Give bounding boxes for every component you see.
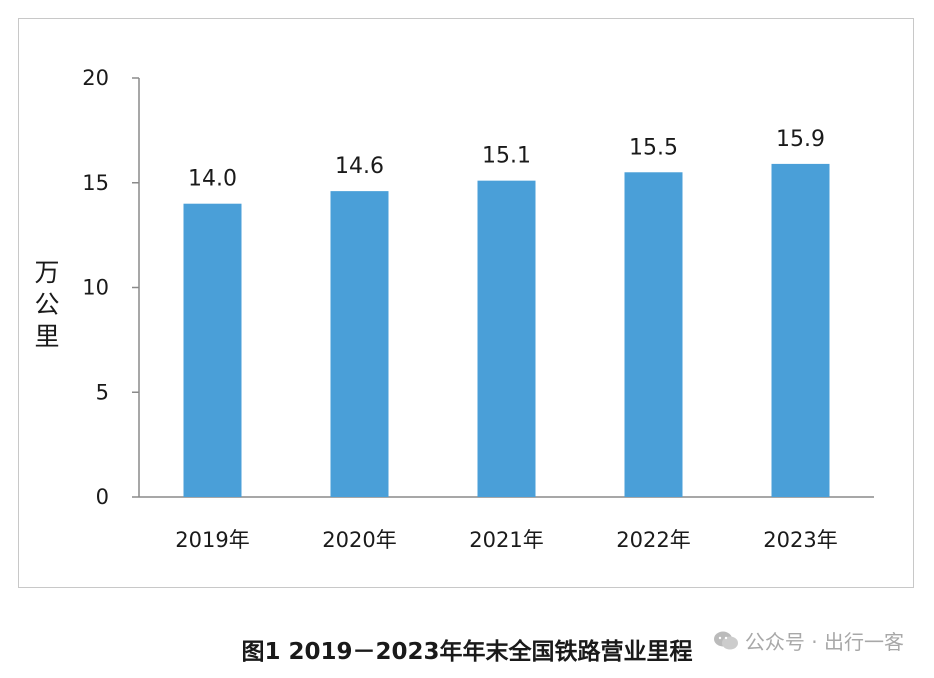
watermark: 公众号 · 出行一客 — [713, 626, 904, 655]
y-tick-label: 20 — [82, 66, 109, 90]
bar — [477, 180, 536, 497]
x-tick-label: 2021年 — [469, 528, 543, 552]
x-tick-label: 2022年 — [616, 528, 690, 552]
bar — [771, 163, 830, 497]
y-tick-label: 15 — [82, 171, 109, 195]
wechat-icon — [713, 631, 738, 649]
data-label: 15.1 — [482, 144, 531, 169]
bar — [183, 203, 242, 497]
x-tick-label: 2020年 — [322, 528, 396, 552]
bar — [624, 172, 683, 497]
watermark-text: 公众号 · 出行一客 — [744, 630, 904, 654]
bar — [330, 191, 389, 497]
chart-labels: 0 5 10 15 20 14.0 2019年 14.6 2020年 15.1 2021年 15.5 2… — [82, 66, 837, 552]
data-label: 14.0 — [188, 167, 237, 192]
x-tick-label: 2019年 — [175, 528, 249, 552]
y-tick-label: 5 — [96, 380, 109, 404]
bar-chart: 0 5 10 15 20 14.0 2019年 14.6 2020年 15.1 2021年 15.5 2… — [34, 66, 874, 552]
data-label: 15.5 — [629, 135, 678, 160]
y-tick-label: 0 — [96, 485, 109, 509]
x-tick-label: 2023年 — [763, 528, 837, 552]
y-axis-label: 万公里 — [34, 258, 59, 351]
chart-bars — [183, 163, 830, 497]
chart-frame: 0 5 10 15 20 14.0 2019年 14.6 2020年 15.1 2021年 15.5 2… — [18, 18, 914, 588]
data-label: 14.6 — [335, 154, 384, 179]
data-label: 15.9 — [776, 127, 825, 152]
chart-caption: 图1 2019－2023年年末全国铁路营业里程 — [241, 639, 693, 665]
y-tick-label: 10 — [82, 276, 109, 300]
